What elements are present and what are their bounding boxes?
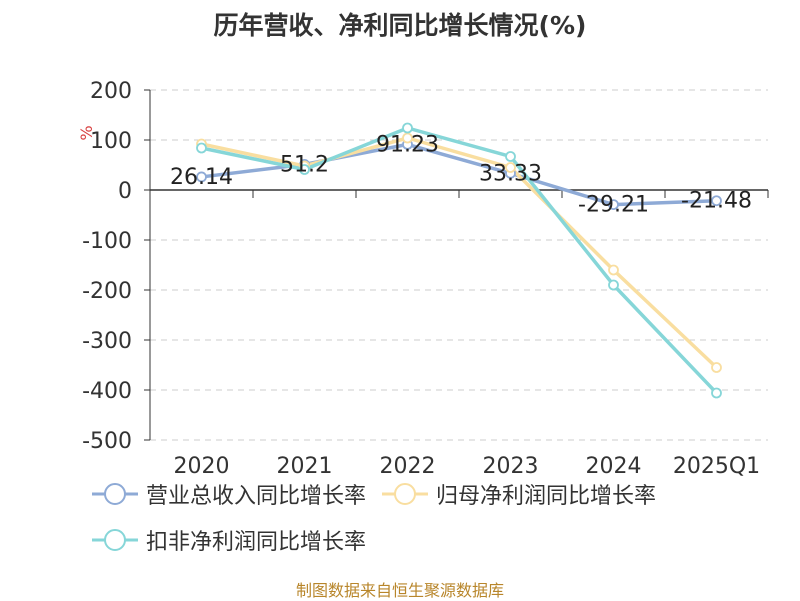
- y-tick-label: 200: [90, 79, 132, 104]
- data-point: [711, 195, 722, 207]
- chart-legend: 营业总收入同比增长率 归母净利润同比增长率扣非净利润同比增长率: [90, 478, 770, 570]
- legend-label: 扣非净利润同比增长率: [146, 530, 367, 555]
- x-tick-label: 2021: [277, 454, 333, 479]
- legend-swatch-icon: [92, 483, 138, 505]
- data-label: 26.14: [170, 165, 233, 190]
- y-tick-label: -300: [82, 329, 132, 354]
- data-point: [711, 362, 722, 373]
- chart-title: 历年营收、净利同比增长情况(%): [213, 11, 587, 40]
- y-tick-label: 100: [90, 129, 132, 154]
- x-tick-label: 2024: [586, 454, 642, 479]
- data-label: 33.33: [479, 161, 542, 186]
- data-labels: 26.14 51.2 91.23 33.33 -29.21 -21.48: [170, 132, 752, 217]
- y-axis-unit-label: %: [77, 125, 96, 140]
- legend-item[interactable]: 归母净利润同比增长率: [380, 478, 656, 510]
- data-point: [196, 171, 207, 183]
- data-point: [608, 279, 619, 291]
- x-tick-label: 2025Q1: [673, 454, 760, 479]
- y-tick-label: 0: [118, 179, 132, 204]
- data-point: [196, 142, 207, 154]
- y-tick-label: -500: [82, 429, 132, 454]
- legend-label: 归母净利润同比增长率: [436, 484, 657, 509]
- data-point: [711, 387, 722, 399]
- gridlines: [150, 89, 768, 441]
- data-point: [402, 132, 413, 144]
- legend-swatch-icon: [382, 483, 429, 505]
- data-point: [505, 162, 516, 173]
- data-point: [505, 151, 516, 162]
- x-tick-label: 2020: [174, 454, 230, 479]
- data-label: -29.21: [578, 193, 649, 218]
- series-line: [201, 126, 718, 395]
- x-tick-label: 2022: [380, 454, 436, 479]
- legend-label: 营业总收入同比增长率: [146, 484, 367, 509]
- data-point: [608, 199, 619, 211]
- x-tick-label: 2023: [483, 454, 539, 479]
- data-point: [299, 164, 310, 175]
- data-label: -21.48: [681, 189, 752, 214]
- legend-swatch-icon: [92, 529, 138, 551]
- series-line: [201, 136, 718, 369]
- legend-item[interactable]: 营业总收入同比增长率: [90, 478, 366, 510]
- data-source-footer: 制图数据来自恒生聚源数据库: [295, 581, 504, 600]
- series-lines: [201, 126, 718, 395]
- legend-item[interactable]: 扣非净利润同比增长率: [90, 524, 366, 556]
- data-label: 91.23: [376, 132, 439, 157]
- y-tick-label: -100: [82, 229, 132, 254]
- y-tick-label: -400: [82, 379, 132, 404]
- data-point: [402, 122, 413, 134]
- data-label: 51.2: [280, 152, 329, 177]
- y-tick-label: -200: [82, 279, 132, 304]
- axes: 200 100 0 -100 -200 -300 -400 -500 2020 2021 2022 2…: [82, 79, 769, 479]
- data-point: [608, 264, 619, 276]
- series-points: [196, 122, 722, 399]
